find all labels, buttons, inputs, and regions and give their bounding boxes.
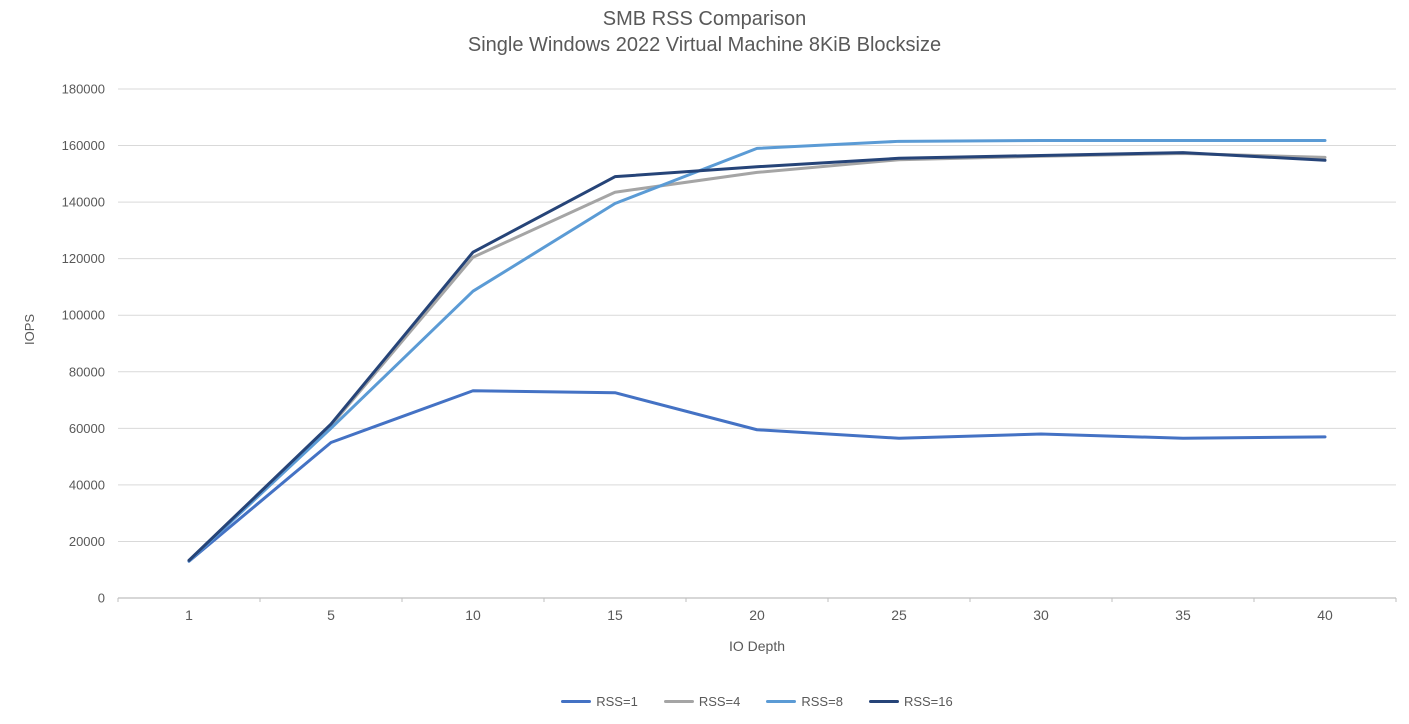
legend-item-rss-4: RSS=4 bbox=[663, 694, 741, 709]
y-axis-title: IOPS bbox=[22, 313, 37, 345]
legend-line-swatch bbox=[561, 700, 592, 703]
y-axis-tick-label: 0 bbox=[98, 591, 105, 606]
x-axis-tick-label: 20 bbox=[749, 607, 765, 623]
y-axis-tick-label: 140000 bbox=[62, 195, 105, 210]
series-line-rss-16 bbox=[187, 151, 1327, 562]
legend: RSS=1 RSS=4 RSS=8 RSS=16 bbox=[118, 694, 1396, 709]
series-line-rss-8 bbox=[187, 138, 1327, 563]
x-axis-tick-label: 25 bbox=[891, 607, 907, 623]
legend-line-swatch bbox=[663, 700, 694, 703]
y-axis-tick-label: 100000 bbox=[62, 308, 105, 323]
legend-line-swatch bbox=[868, 700, 899, 703]
chart-subtitle: Single Windows 2022 Virtual Machine 8KiB… bbox=[467, 34, 942, 56]
series-line-rss-4 bbox=[187, 151, 1327, 563]
y-axis-tick-label: 60000 bbox=[69, 421, 105, 436]
y-axis-tick-label: 160000 bbox=[62, 138, 105, 153]
legend-label: RSS=8 bbox=[801, 694, 843, 709]
y-axis-tick-label: 20000 bbox=[69, 534, 105, 549]
x-axis-tick-label: 1 bbox=[185, 607, 193, 623]
y-axis-tick-label: 120000 bbox=[62, 251, 105, 266]
gridlines bbox=[118, 88, 1396, 542]
x-axis-tick-label: 5 bbox=[327, 607, 335, 623]
legend-item-rss-1: RSS=1 bbox=[561, 694, 638, 709]
x-axis-title: IO Depth bbox=[728, 638, 786, 654]
legend-item-rss-8: RSS=8 bbox=[766, 694, 843, 709]
legend-label: RSS=4 bbox=[698, 694, 741, 709]
legend-label: RSS=16 bbox=[903, 694, 953, 709]
legend-item-rss-16: RSS=16 bbox=[868, 694, 953, 709]
y-axis-tick-label: 80000 bbox=[69, 364, 105, 379]
y-axis-tick-label: 180000 bbox=[62, 82, 105, 97]
legend-line-swatch bbox=[766, 700, 797, 703]
x-axis-tick-label: 35 bbox=[1175, 607, 1191, 623]
x-axis bbox=[117, 597, 1397, 602]
x-axis-tick-label: 15 bbox=[607, 607, 623, 623]
chart-title-block: SMB RSS Comparison Single Windows 2022 V… bbox=[0, 6, 1409, 58]
legend-label: RSS=1 bbox=[596, 694, 638, 709]
x-axis-tick-label: 10 bbox=[465, 607, 481, 623]
chart-title: SMB RSS Comparison bbox=[602, 8, 807, 30]
y-axis-tick-label: 40000 bbox=[69, 477, 105, 492]
x-axis-tick-label: 30 bbox=[1033, 607, 1049, 623]
x-axis-tick-label: 40 bbox=[1317, 607, 1333, 623]
series-line-rss-1 bbox=[187, 389, 1327, 563]
